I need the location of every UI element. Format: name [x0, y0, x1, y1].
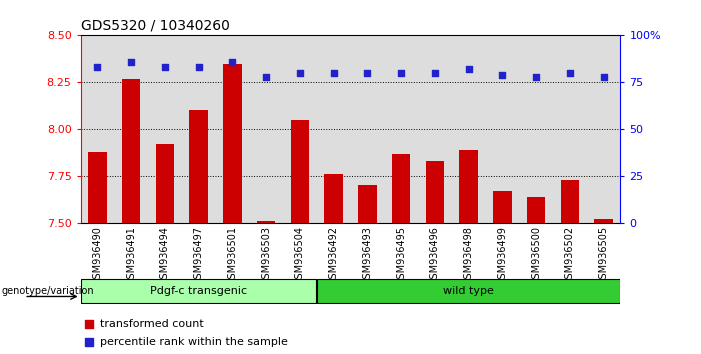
Text: GSM936501: GSM936501	[227, 226, 238, 285]
Point	[497, 72, 508, 78]
Bar	[156, 144, 175, 223]
Point	[362, 70, 373, 76]
Bar	[223, 64, 242, 223]
Bar	[426, 161, 444, 223]
Bar	[318, 279, 620, 303]
Text: GSM936503: GSM936503	[261, 226, 271, 285]
Text: GSM936490: GSM936490	[93, 226, 102, 285]
Point	[294, 70, 306, 76]
Text: transformed count: transformed count	[100, 319, 203, 329]
Bar	[325, 174, 343, 223]
Bar	[561, 180, 579, 223]
Point	[564, 70, 576, 76]
Text: GSM936499: GSM936499	[497, 226, 508, 285]
Point	[463, 66, 474, 72]
Text: wild type: wild type	[443, 286, 494, 296]
Text: GSM936493: GSM936493	[362, 226, 372, 285]
Point	[227, 59, 238, 64]
Bar	[122, 79, 140, 223]
Point	[83, 339, 95, 344]
Bar	[358, 185, 376, 223]
Point	[328, 70, 339, 76]
Bar	[81, 279, 316, 303]
Text: GSM936492: GSM936492	[329, 226, 339, 285]
Point	[193, 64, 204, 70]
Text: GSM936491: GSM936491	[126, 226, 136, 285]
Text: genotype/variation: genotype/variation	[1, 286, 94, 296]
Point	[261, 74, 272, 80]
Text: GSM936502: GSM936502	[565, 226, 575, 285]
Text: GSM936505: GSM936505	[599, 226, 608, 285]
Bar	[291, 120, 309, 223]
Text: GSM936495: GSM936495	[396, 226, 406, 285]
Bar	[392, 154, 410, 223]
Bar	[493, 191, 512, 223]
Text: GSM936504: GSM936504	[295, 226, 305, 285]
Bar	[257, 221, 275, 223]
Point	[125, 59, 137, 64]
Text: GSM936500: GSM936500	[531, 226, 541, 285]
Text: GDS5320 / 10340260: GDS5320 / 10340260	[81, 19, 229, 33]
Text: Pdgf-c transgenic: Pdgf-c transgenic	[150, 286, 247, 296]
Text: GSM936496: GSM936496	[430, 226, 440, 285]
Bar	[526, 197, 545, 223]
Point	[159, 64, 170, 70]
Text: GSM936498: GSM936498	[463, 226, 474, 285]
Text: GSM936494: GSM936494	[160, 226, 170, 285]
Point	[598, 74, 609, 80]
Text: percentile rank within the sample: percentile rank within the sample	[100, 337, 287, 347]
Text: GSM936497: GSM936497	[193, 226, 204, 285]
Bar	[459, 150, 478, 223]
Bar	[594, 219, 613, 223]
Point	[92, 64, 103, 70]
Point	[531, 74, 542, 80]
Point	[83, 321, 95, 327]
Point	[395, 70, 407, 76]
Bar	[189, 110, 208, 223]
Point	[429, 70, 440, 76]
Bar	[88, 152, 107, 223]
